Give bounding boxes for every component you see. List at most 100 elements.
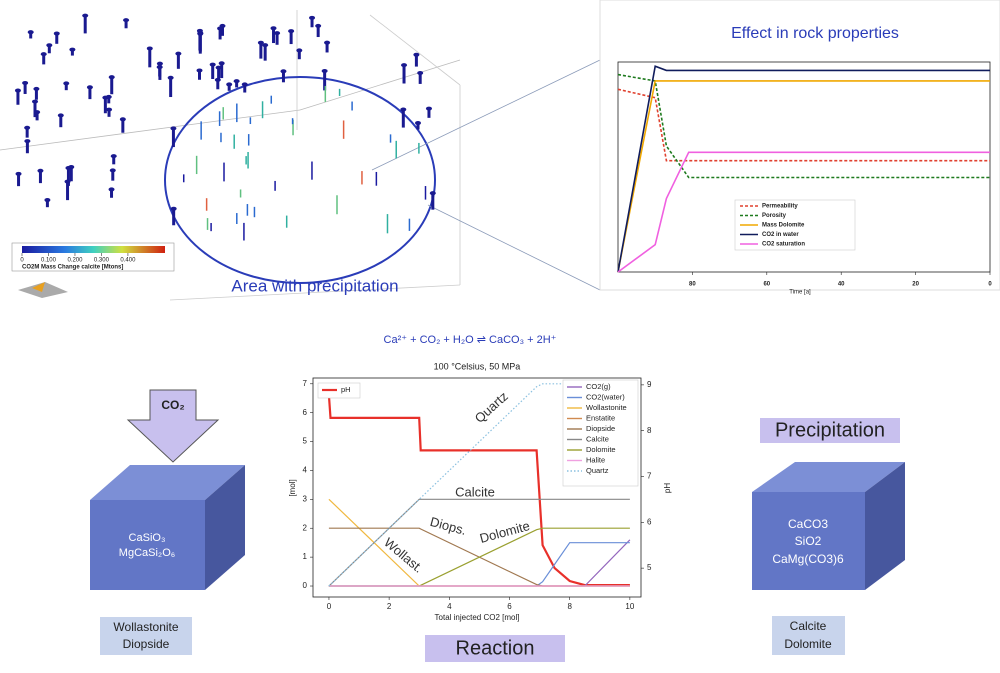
well-glyph [69,47,76,52]
axis-3d [169,284,461,301]
plot-area [617,61,991,273]
caption-box [100,617,192,655]
y2-tick-label: 8 [647,426,652,435]
reaction-label: Reaction [456,637,535,659]
colorbar-tick-label: 0.100 [41,258,57,264]
well-glyph [86,85,93,90]
compass [32,282,45,292]
well-glyph [233,79,240,84]
well-glyph [40,52,47,57]
y2-tick-label: 7 [647,472,652,481]
well-glyph [321,69,328,74]
y-tick-label: 6 [303,408,308,417]
series-line [617,151,990,273]
well-glyph [274,31,281,36]
arrow-label: CO₂ [161,398,184,412]
annotation: Calcite [455,484,495,499]
well-glyph [110,154,117,159]
well-glyph [214,77,221,82]
well-glyph [401,63,408,68]
x-tick-label: 8 [567,602,572,611]
y2-axis-label: pH [663,483,672,493]
caption-box [772,616,845,655]
legend-label: Porosity [762,213,787,219]
well-glyph [27,30,34,35]
well-glyph [270,26,277,31]
well-glyph [429,191,436,196]
well-glyph [209,62,216,67]
well-glyph [53,31,60,36]
well-glyph [262,43,269,48]
y-tick-label: 3 [303,494,308,503]
legend-label: Dolomite [586,445,616,454]
y-tick-label: 0 [303,581,308,590]
x-tick-label: 80 [689,282,696,288]
mineral: CaSiO₃ [129,532,166,544]
well-glyph [170,206,177,211]
well-glyph [413,52,420,57]
zoom-line [371,59,601,171]
callout: Area with precipitation [231,276,398,295]
well-glyph [280,69,287,74]
well-glyph [196,68,203,73]
cube-front [752,492,865,590]
x-tick-label: 60 [763,282,770,288]
well-glyph [226,82,233,87]
well-glyph [197,31,204,36]
well-glyph [105,94,112,99]
axis-3d [0,109,301,151]
heading: Precipitation [775,419,885,441]
well-glyph [218,61,225,66]
legend-label: CO2 saturation [762,242,805,248]
legend-label: Enstatite [586,413,615,422]
legend-label: Mass Dolomite [762,223,805,229]
y2-tick-label: 6 [647,517,652,526]
y-tick-label: 5 [303,437,308,446]
well-glyph [425,106,432,111]
legend-label: CO2(g) [586,382,611,391]
mineral: MgCaSi₂O₆ [119,547,175,559]
well-glyph [108,75,115,80]
legend-label: CO2(water) [586,392,625,401]
well-glyph [417,70,424,75]
mineral: CaMg(CO3)6 [772,552,844,566]
well-glyph [44,198,51,203]
label-box [425,635,565,662]
legend-label: CO2 in water [762,232,799,238]
x-tick-label: 4 [447,602,452,611]
compass [18,282,68,298]
label-box [760,418,900,443]
well-glyph [63,81,70,86]
well-glyph [257,40,264,45]
series-line [617,65,990,273]
well-glyph [24,125,31,130]
cube-front [90,500,205,590]
x-tick-label: 6 [507,602,512,611]
well-glyph [241,82,248,87]
cube-side [865,462,905,590]
well-glyph [109,168,116,173]
well-glyph [106,107,113,112]
scene-3d [0,10,461,301]
colorbar-tick-label: 0 [20,258,24,264]
colorbar-tick-label: 0.400 [120,258,136,264]
x-tick-label: 20 [912,282,919,288]
highlight-ellipse [164,76,436,284]
well-glyph [156,61,163,66]
chart-title: Effect in rock properties [731,25,899,42]
well-glyph [175,51,182,56]
series-line [617,80,990,273]
cube-side [205,465,245,590]
well-glyph [156,65,163,70]
x-tick-label: 40 [838,282,845,288]
legend-label: pH [341,385,351,394]
well-glyph [24,139,31,144]
equation: Ca²⁺ + CO₂ + H₂O ⇌ CaCO₃ + 2H⁺ [384,334,557,346]
well-glyph [46,43,53,48]
series-line [327,394,630,587]
well-glyph [217,26,224,31]
well-glyph [309,15,316,20]
legend-label: Quartz [586,466,609,475]
well-glyph [108,187,115,192]
well-glyph [170,126,177,131]
